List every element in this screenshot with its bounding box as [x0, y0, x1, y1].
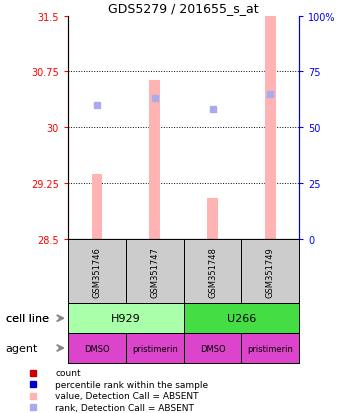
Text: cell line: cell line	[5, 313, 49, 323]
Text: U266: U266	[227, 313, 256, 323]
Text: percentile rank within the sample: percentile rank within the sample	[55, 380, 208, 389]
Bar	[68, 240, 126, 304]
Bar	[241, 240, 299, 304]
Text: count: count	[55, 368, 81, 377]
Title: GDS5279 / 201655_s_at: GDS5279 / 201655_s_at	[108, 2, 259, 15]
Bar	[184, 304, 299, 333]
Text: pristimerin: pristimerin	[248, 344, 293, 353]
Text: pristimerin: pristimerin	[132, 344, 177, 353]
Bar	[126, 240, 184, 304]
Bar	[68, 304, 184, 333]
Text: agent: agent	[5, 343, 38, 353]
Text: DMSO: DMSO	[200, 344, 225, 353]
Bar	[150, 81, 160, 240]
Bar	[241, 333, 299, 363]
Bar	[126, 333, 184, 363]
Bar	[207, 199, 218, 240]
Text: rank, Detection Call = ABSENT: rank, Detection Call = ABSENT	[55, 403, 194, 412]
Bar	[184, 240, 241, 304]
Text: GSM351749: GSM351749	[266, 246, 275, 297]
Bar	[92, 174, 102, 240]
Bar	[68, 333, 126, 363]
Text: DMSO: DMSO	[84, 344, 110, 353]
Text: value, Detection Call = ABSENT: value, Detection Call = ABSENT	[55, 392, 199, 400]
Bar	[265, 17, 275, 240]
Bar	[184, 333, 241, 363]
Text: GSM351746: GSM351746	[92, 246, 101, 297]
Text: GSM351748: GSM351748	[208, 246, 217, 297]
Text: cell line: cell line	[5, 313, 49, 323]
Text: GSM351747: GSM351747	[150, 246, 159, 297]
Text: H929: H929	[111, 313, 141, 323]
